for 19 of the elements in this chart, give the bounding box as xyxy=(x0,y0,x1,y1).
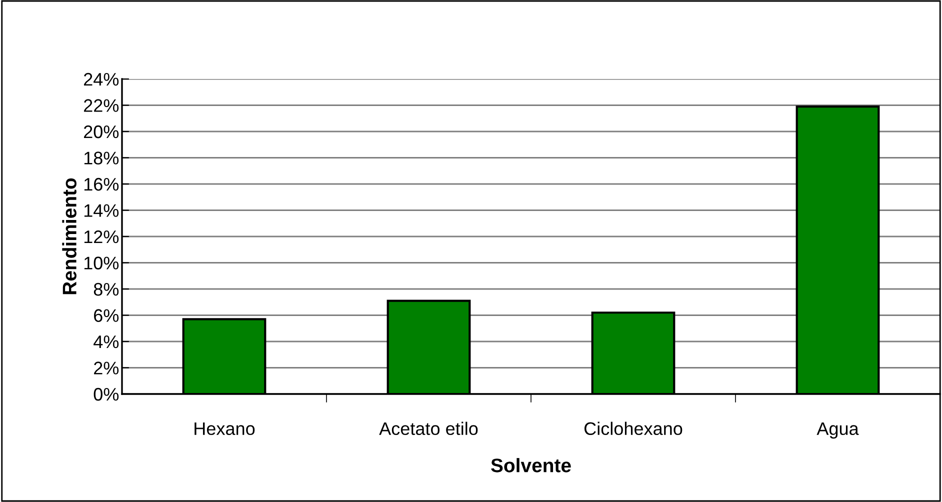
y-tick-label: 2% xyxy=(94,362,119,374)
y-tick-label: 24% xyxy=(84,72,119,86)
y-tick-label: 18% xyxy=(84,152,119,164)
y-tick-label: 6% xyxy=(94,309,119,322)
y-tick-label: 0% xyxy=(94,388,119,401)
y-tick-label: 16% xyxy=(84,178,119,191)
y-tick-label: 12% xyxy=(84,230,119,244)
y-tick-label: 22% xyxy=(84,99,119,112)
y-axis-title: Rendimiento xyxy=(62,178,76,294)
x-tick-label: Agua xyxy=(816,422,859,439)
y-tick-label: 8% xyxy=(94,282,119,296)
x-tick-label: Hexano xyxy=(194,422,255,436)
y-tick-label: 20% xyxy=(84,125,119,138)
x-axis-title: Solvente xyxy=(491,458,571,472)
x-tick-label: Acetato etilo xyxy=(379,422,478,436)
y-tick-label: 14% xyxy=(84,204,119,217)
x-tick-label: Ciclohexano xyxy=(584,422,682,436)
y-tick-label: 10% xyxy=(84,256,119,270)
y-tick-label: 4% xyxy=(94,336,119,348)
